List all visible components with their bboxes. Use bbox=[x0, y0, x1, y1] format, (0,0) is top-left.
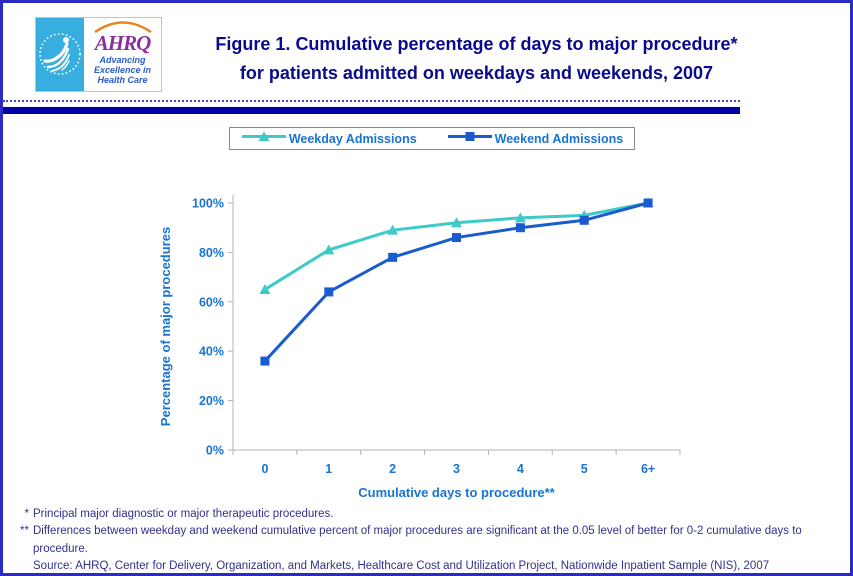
legend-entry-weekend: Weekend Admissions bbox=[447, 130, 624, 148]
legend-label-weekday: Weekday Admissions bbox=[288, 131, 417, 146]
weekday-admissions-data-point bbox=[323, 244, 335, 255]
ahrq-tagline: Advancing Excellence in Health Care bbox=[84, 55, 161, 85]
hhs-eagle-icon bbox=[39, 33, 81, 75]
hhs-logo-panel bbox=[36, 18, 84, 91]
footnotes: * Principal major diagnostic or major th… bbox=[9, 506, 843, 575]
x-tick-label: 4 bbox=[517, 462, 524, 476]
weekend-admissions-data-point bbox=[515, 223, 525, 233]
y-axis-title: Percentage of major procedures bbox=[158, 227, 173, 426]
footnote-marker: * bbox=[24, 508, 29, 520]
footnote-text: Principal major diagnostic or major ther… bbox=[33, 508, 334, 520]
footnote-source-text: Source: AHRQ, Center for Delivery, Organ… bbox=[33, 559, 770, 572]
y-tick-label: 80% bbox=[199, 246, 224, 260]
y-tick-label: 0% bbox=[206, 444, 224, 458]
y-tick-label: 20% bbox=[199, 394, 224, 408]
chart-legend: Weekday Admissions Weekend Admissions bbox=[229, 127, 635, 150]
legend-label-weekend: Weekend Admissions bbox=[494, 131, 624, 146]
y-tick-label: 100% bbox=[192, 197, 224, 211]
figure-title: Figure 1. Cumulative percentage of days … bbox=[100, 30, 853, 88]
weekend-admissions-data-point bbox=[324, 287, 334, 297]
ahrq-logo-panel: AHRQ Advancing Excellence in Health Care bbox=[84, 18, 161, 91]
y-tick-label: 60% bbox=[199, 295, 224, 309]
x-tick-label: 5 bbox=[581, 462, 588, 476]
ahrq-tagline-line3: Health Care bbox=[97, 75, 148, 85]
footnote-principal: * Principal major diagnostic or major th… bbox=[9, 506, 843, 523]
footnote-marker: ** bbox=[20, 525, 29, 538]
x-axis-title: Cumulative days to procedure** bbox=[358, 485, 555, 500]
ahrq-tagline-line1: Advancing bbox=[99, 55, 146, 65]
ahrq-tagline-line2: Excellence in bbox=[93, 65, 152, 75]
weekend-admissions-data-point bbox=[388, 252, 398, 262]
ahrq-wordmark: AHRQ bbox=[94, 31, 152, 55]
x-tick-label: 1 bbox=[325, 462, 332, 476]
footnote-source: Source: AHRQ, Center for Delivery, Organ… bbox=[9, 558, 843, 575]
header-divider-thin bbox=[3, 100, 740, 102]
footnote-text: Differences between weekday and weekend … bbox=[33, 525, 802, 555]
weekend-admissions-data-point bbox=[451, 233, 461, 243]
x-tick-label: 2 bbox=[389, 462, 396, 476]
weekday-admissions-data-point bbox=[259, 283, 271, 294]
weekday-admissions-data-point bbox=[450, 217, 462, 228]
weekday-line-triangle-icon bbox=[241, 130, 287, 148]
ahrq-arc-icon bbox=[93, 21, 152, 33]
header-divider-thick bbox=[3, 107, 740, 114]
footnote-significance: ** Differences between weekday and weeke… bbox=[9, 523, 843, 558]
weekday-admissions-line bbox=[264, 201, 649, 291]
weekday-admissions-data-point bbox=[387, 224, 399, 235]
legend-entry-weekday: Weekday Admissions bbox=[241, 130, 417, 148]
weekend-admissions-data-point bbox=[643, 198, 653, 208]
ahrq-hhs-logo: AHRQ Advancing Excellence in Health Care bbox=[35, 17, 162, 92]
figure-title-line2: for patients admitted on weekdays and we… bbox=[239, 63, 714, 83]
weekend-line-square-icon bbox=[447, 130, 493, 148]
weekend-admissions-data-point bbox=[579, 215, 589, 225]
figure-title-line1: Figure 1. Cumulative percentage of days … bbox=[215, 34, 738, 54]
weekday-admissions-data-point bbox=[514, 212, 526, 223]
weekend-admissions-data-point bbox=[260, 356, 270, 366]
x-tick-label: 6+ bbox=[641, 462, 655, 476]
x-tick-label: 0 bbox=[261, 462, 268, 476]
y-tick-label: 40% bbox=[199, 345, 224, 359]
x-tick-label: 3 bbox=[453, 462, 460, 476]
footnote-marker bbox=[9, 558, 33, 575]
line-chart: 0% 20% 40% 60% 80% 100% 0 1 2 3 4 5 6+ Cumulative day… bbox=[158, 195, 681, 500]
